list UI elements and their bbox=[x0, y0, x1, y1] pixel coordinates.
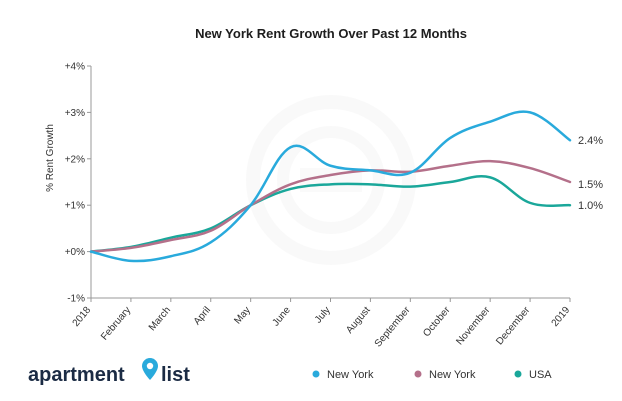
end-label-2: 1.0% bbox=[578, 200, 603, 212]
brand-name-part1: apartment bbox=[28, 364, 125, 386]
map-pin-icon bbox=[142, 358, 158, 380]
x-tick-label: November bbox=[454, 304, 493, 347]
x-tick-label: 2018 bbox=[71, 305, 94, 329]
x-tick-label: August bbox=[344, 305, 373, 336]
brand-name-part2: list bbox=[161, 364, 190, 386]
y-axis-label: % Rent Growth bbox=[45, 124, 56, 192]
x-tick-label: February bbox=[99, 305, 133, 343]
watermark-logo-icon bbox=[246, 95, 416, 265]
x-tick-label: December bbox=[494, 304, 533, 347]
x-tick-label: September bbox=[373, 304, 413, 349]
y-tick-label: +4% bbox=[65, 62, 85, 73]
chart-title: New York Rent Growth Over Past 12 Months bbox=[195, 26, 467, 41]
y-tick-label: +0% bbox=[65, 247, 85, 258]
series-line-1 bbox=[89, 159, 572, 253]
y-tick-label: -1% bbox=[67, 294, 85, 305]
end-label-0: 2.4% bbox=[578, 135, 603, 147]
legend-label-2: USA bbox=[529, 369, 552, 381]
legend-label-1: New York bbox=[429, 369, 476, 381]
legend-marker-2 bbox=[514, 370, 522, 378]
end-label-1: 1.5% bbox=[578, 179, 603, 191]
series-lines bbox=[89, 110, 572, 263]
x-tick-label: April bbox=[192, 305, 213, 327]
series-line-0 bbox=[89, 110, 572, 263]
legend-marker-0 bbox=[312, 370, 320, 378]
x-tick-label: October bbox=[421, 304, 453, 339]
legend-marker-1 bbox=[414, 370, 422, 378]
y-tick-label: +1% bbox=[65, 201, 85, 212]
x-tick-label: March bbox=[147, 305, 173, 333]
x-tick-label: 2019 bbox=[550, 305, 573, 329]
brand-logo[interactable]: apartment list bbox=[28, 358, 190, 386]
legend-item-0[interactable]: New York bbox=[312, 369, 374, 381]
x-tick-label: May bbox=[232, 305, 253, 327]
y-tick-label: +3% bbox=[65, 108, 85, 119]
legend-label-0: New York bbox=[327, 369, 374, 381]
x-tick-label: July bbox=[313, 305, 333, 326]
legend-item-1[interactable]: New York bbox=[414, 369, 476, 381]
legend: New York New York USA bbox=[312, 369, 553, 381]
end-labels: 2.4% 1.5% 1.0% bbox=[578, 135, 603, 212]
legend-item-2[interactable]: USA bbox=[514, 369, 553, 381]
series-line-2 bbox=[89, 175, 572, 253]
x-tick-label: June bbox=[271, 305, 294, 329]
y-tick-label: +2% bbox=[65, 154, 85, 165]
